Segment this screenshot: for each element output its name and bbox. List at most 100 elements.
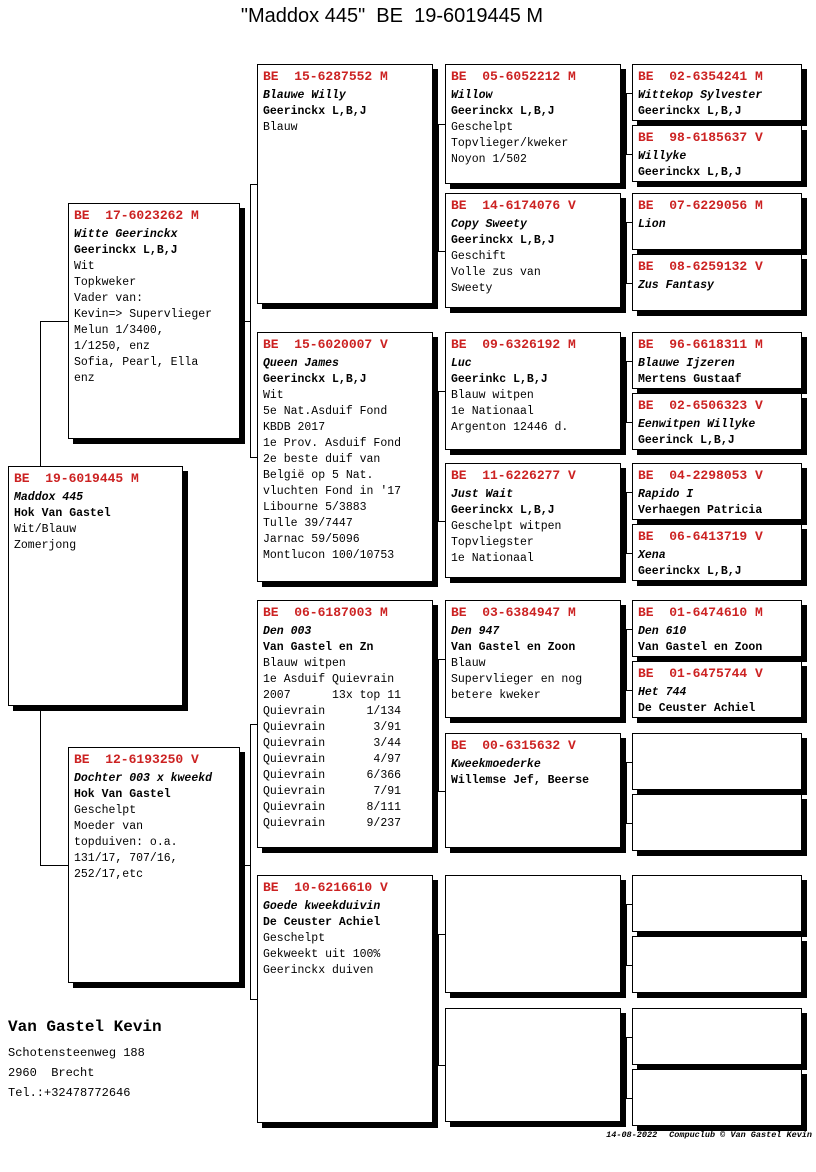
info-line: enz [74, 372, 95, 385]
ring-number: BE 04-2298053 V [638, 468, 763, 483]
info-line: Montlucon 100/10753 [263, 549, 395, 562]
ring-number: BE 96-6618311 M [638, 337, 763, 352]
connector-hline [40, 321, 68, 322]
bird-name: Xena [638, 549, 666, 562]
bird-name: Queen James [263, 357, 339, 370]
info-line: Blauw [263, 121, 298, 134]
connector-hline [626, 283, 632, 284]
connector-hline [626, 222, 632, 223]
pedigree-box-gen4-5: BE 03-6384947 M Den 947 Van Gastel en Zoon… [445, 600, 621, 718]
bird-name: Blauwe Willy [263, 89, 346, 102]
pedigree-box-gen5-13 [632, 875, 802, 932]
connector-hline [240, 865, 250, 866]
pedigree-box-gen3-2: BE 15-6020007 V Queen James Geerinckx L,B,… [257, 332, 433, 582]
info-line: betere kweker [451, 689, 541, 702]
pedigree-box-gen5-6: BE 02-6506323 V Eenwitpen Willyke Geerinck… [632, 393, 802, 450]
owner-block: Van Gastel Kevin Schotensteenweg 188 296… [8, 1016, 162, 1103]
connector-vline [626, 904, 627, 965]
breeder-name: Geerinckx L,B,J [74, 244, 178, 257]
info-line: 5e Nat.Asduif Fond [263, 405, 388, 418]
connector-vline [626, 492, 627, 553]
connector-hline [621, 391, 626, 392]
bird-name: Den 947 [451, 625, 500, 638]
info-line: Melun 1/3400, [74, 324, 164, 337]
bird-name: Kweekmoederke [451, 758, 541, 771]
info-line: Moeder van [74, 820, 144, 833]
info-line: Gekweekt uit 100% [263, 948, 381, 961]
connector-hline [621, 1065, 626, 1066]
breeder-name: De Ceuster Achiel [638, 702, 756, 715]
connector-hline [438, 1065, 445, 1066]
breeder-name: Geerinckx L,B,J [451, 504, 555, 517]
pedigree-box-gen4-8 [445, 1008, 621, 1122]
info-line: Blauw [451, 657, 486, 670]
info-line: Geschelpt [263, 932, 326, 945]
connector-vline [438, 391, 439, 521]
info-line: Sofia, Pearl, Ella [74, 356, 199, 369]
connector-vline [626, 1037, 627, 1098]
ring-number: BE 09-6326192 M [451, 337, 576, 352]
connector-vline [438, 934, 439, 1065]
connector-vline [626, 93, 627, 154]
bird-name: Willow [451, 89, 493, 102]
bird-name: Blauwe Ijzeren [638, 357, 735, 370]
breeder-name: Hok Van Gastel [14, 507, 111, 520]
ring-number: BE 02-6354241 M [638, 69, 763, 84]
info-line: Sweety [451, 282, 493, 295]
pedigree-box-gen5-15 [632, 1008, 802, 1065]
pedigree-box-gen5-7: BE 04-2298053 V Rapido I Verhaegen Patrici… [632, 463, 802, 520]
pedigree-box-gen5-3: BE 07-6229056 M Lion [632, 193, 802, 250]
info-line: Quievrain 1/134 [263, 705, 402, 718]
info-line: 1e Nationaal [451, 405, 534, 418]
info-line: Blauw witpen [451, 389, 534, 402]
pedigree-box-gen4-7 [445, 875, 621, 993]
connector-hline [626, 361, 632, 362]
connector-hline [626, 422, 632, 423]
connector-vline [626, 222, 627, 283]
breeder-name: Geerinckx L,B,J [263, 373, 367, 386]
pedigree-box-gen5-1: BE 02-6354241 M Wittekop Sylvester Geerinc… [632, 64, 802, 121]
info-line: topduiven: o.a. [74, 836, 178, 849]
breeder-name: Geerinckx L,B,J [638, 105, 742, 118]
info-line: Topvlieger/kweker [451, 137, 569, 150]
ring-number: BE 06-6187003 M [263, 605, 388, 620]
info-line: Quievrain 9/237 [263, 817, 402, 830]
connector-hline [438, 251, 445, 252]
pedigree-box-gen5-11 [632, 733, 802, 790]
pedigree-box-gen5-14 [632, 936, 802, 993]
info-line: Quievrain 8/111 [263, 801, 402, 814]
connector-hline [626, 904, 632, 905]
connector-hline [626, 1098, 632, 1099]
bird-name: Eenwitpen Willyke [638, 418, 756, 431]
connector-hline [433, 457, 438, 458]
connector-vline [438, 659, 439, 791]
owner-name: Van Gastel Kevin [8, 1018, 162, 1036]
info-line: 1e Asduif Quievrain [263, 673, 395, 686]
connector-vline [250, 184, 251, 457]
connector-hline [250, 457, 257, 458]
info-line: Quievrain 3/91 [263, 721, 402, 734]
connector-hline [626, 492, 632, 493]
pedigree-box-gen4-4: BE 11-6226277 V Just Wait Geerinckx L,B,J G… [445, 463, 621, 578]
bird-name: Copy Sweety [451, 218, 527, 231]
info-line: 1e Nationaal [451, 552, 534, 565]
connector-hline [438, 124, 445, 125]
pedigree-box-gen5-2: BE 98-6185637 V Willyke Geerinckx L,B,J [632, 125, 802, 182]
connector-vline [438, 124, 439, 251]
bird-name: Maddox 445 [14, 491, 84, 504]
info-line: Geerinckx duiven [263, 964, 374, 977]
info-line: Volle zus van [451, 266, 541, 279]
bird-name: Willyke [638, 150, 687, 163]
connector-hline [433, 999, 438, 1000]
connector-hline [250, 724, 257, 725]
info-line: 2e beste duif van [263, 453, 381, 466]
connector-hline [438, 934, 445, 935]
breeder-name: Geerinckx L,B,J [638, 166, 742, 179]
ring-number: BE 14-6174076 V [451, 198, 576, 213]
bird-name: Den 610 [638, 625, 687, 638]
info-line: Quievrain 7/91 [263, 785, 402, 798]
bird-name: Dochter 003 x kweekd [74, 772, 213, 785]
connector-hline [626, 629, 632, 630]
bird-name: Goede kweekduivin [263, 900, 381, 913]
info-line: Topvliegster [451, 536, 534, 549]
